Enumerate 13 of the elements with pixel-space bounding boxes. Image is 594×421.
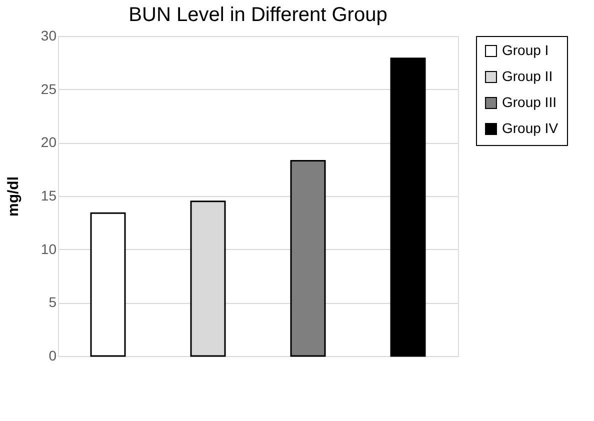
y-tick-label: 10: [40, 240, 57, 257]
chart-title: BUN Level in Different Group: [128, 4, 388, 26]
y-tick-label: 30: [40, 28, 57, 44]
legend-label: Group I: [502, 42, 549, 58]
y-tick-label: 5: [48, 294, 57, 310]
y-tick-label: 25: [40, 80, 57, 97]
y-tick-label: 20: [40, 134, 57, 150]
y-tick-label: 0: [48, 348, 57, 364]
legend-label: Group II: [502, 68, 553, 84]
legend-label: Group III: [502, 94, 556, 110]
y-tick-label: 15: [40, 188, 57, 204]
legend-label: Group IV: [502, 120, 559, 136]
y-axis-title: mg/dl: [4, 176, 22, 216]
